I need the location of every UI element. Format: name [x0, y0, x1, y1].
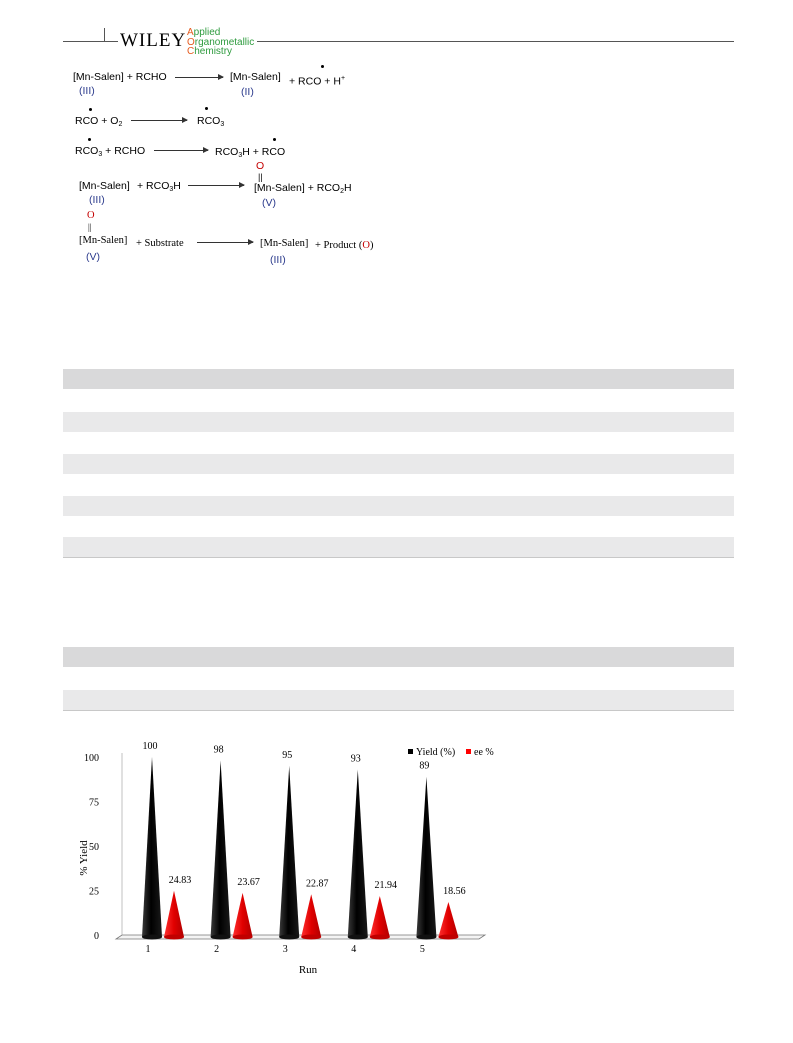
ee-cone-base [164, 934, 184, 940]
r4-oxo: O [256, 160, 265, 172]
r2-reactants: RCO + O2 [75, 115, 123, 128]
r2-arrow [131, 117, 188, 123]
y-axis-title: % Yield [78, 840, 90, 876]
r5-arrow [197, 239, 254, 245]
r2-radical-dot [89, 108, 92, 111]
r5-product-oxidation-state: (III) [270, 254, 286, 266]
ee-cone-base [232, 934, 253, 940]
yield-cone [142, 757, 162, 937]
ee-value-label: 23.67 [237, 877, 260, 888]
table-header-row [63, 647, 734, 667]
table-bottom-rule [63, 557, 734, 558]
r3-radical-dot [88, 138, 91, 141]
chart-legend: Yield (%) ee % [408, 747, 494, 758]
yield-value-label: 98 [214, 745, 224, 756]
ee-value-label: 21.94 [375, 880, 398, 891]
r2-product: RCO3 [197, 115, 225, 128]
x-axis-title: Run [299, 964, 318, 976]
legend-label: Yield (%) [416, 747, 455, 758]
r2-product-radical-dot [205, 107, 208, 110]
r4-oxidation-state: (III) [89, 194, 105, 206]
r5-oxo-bond: || [88, 222, 92, 232]
y-tick-label: 50 [89, 842, 99, 853]
y-tick-label: 100 [84, 753, 99, 764]
r5-substrate: + Substrate [136, 238, 184, 249]
journal-name: Applied Organometallic Chemistry [187, 28, 258, 57]
r3-arrow [154, 147, 209, 153]
r4-product-oxidation-state: (V) [262, 197, 276, 209]
r4-products: [Mn-Salen] + RCO2H [254, 182, 352, 195]
r3-product-radical-dot [273, 138, 276, 141]
r3-products: RCO3H + RCO [215, 146, 286, 159]
r1-arrow [175, 74, 224, 80]
x-tick-label: 5 [420, 944, 425, 955]
y-tick-label: 25 [89, 887, 99, 898]
ee-cone [301, 894, 322, 937]
ee-cone [369, 895, 390, 937]
r4-reagent: + RCO3H [137, 180, 181, 193]
legend-swatch [466, 749, 471, 754]
table-row [63, 537, 734, 557]
legend-label: ee % [474, 747, 494, 758]
r1-oxidation-state: (III) [79, 85, 95, 97]
yield-cone [279, 765, 300, 937]
r1-reactants: [Mn-Salen] + RCHO [73, 71, 167, 83]
chart-bars: 100 24.83 98 23.67 95 22.87 93 21.94 89 18.56 [142, 741, 466, 940]
table-header-row [63, 369, 734, 389]
yield-cone [347, 769, 368, 937]
header-tick [104, 28, 105, 42]
x-axis: 1 2 3 4 5 [146, 944, 425, 955]
yield-value-label: 100 [143, 741, 158, 752]
r5-complex: [Mn-Salen] [79, 235, 128, 246]
ee-cone-base [301, 934, 322, 940]
header-rule [63, 41, 734, 42]
table-row [63, 690, 734, 710]
r4-oxo-bond: || [258, 172, 263, 182]
ee-value-label: 22.87 [306, 878, 329, 889]
table-row [63, 412, 734, 432]
r1-products: + RCO + H+ [289, 75, 346, 88]
r1-radical-dot [321, 65, 324, 68]
ee-cone [232, 892, 253, 937]
r5-oxidation-state: (V) [86, 251, 100, 263]
ee-value-label: 18.56 [443, 886, 466, 897]
table-row [63, 454, 734, 474]
r5-oxo: O [87, 210, 95, 221]
x-tick-label: 1 [146, 944, 151, 955]
yield-value-label: 89 [419, 761, 429, 772]
yield-cone-base [347, 934, 368, 940]
y-axis: 0 25 50 75 100 [84, 753, 99, 942]
ee-cone [164, 890, 184, 937]
yield-cone [416, 776, 437, 937]
yield-cone-base [142, 934, 162, 940]
yield-cone-base [210, 934, 231, 940]
yield-value-label: 93 [351, 753, 361, 764]
ee-value-label: 24.83 [169, 875, 192, 886]
yield-cone [210, 760, 231, 937]
r1-product-complex: [Mn-Salen] [230, 71, 281, 83]
r4-arrow [188, 182, 245, 188]
ee-cone-base [369, 934, 390, 940]
x-tick-label: 4 [351, 944, 356, 955]
yield-cone-base [279, 934, 300, 940]
r5-product-complex: [Mn-Salen] [260, 238, 309, 249]
ee-cone-base [438, 934, 459, 940]
chart-floor [114, 753, 487, 940]
yield-value-label: 95 [282, 750, 292, 761]
y-tick-label: 0 [94, 931, 99, 942]
ee-cone [438, 901, 459, 937]
x-tick-label: 3 [283, 944, 288, 955]
y-tick-label: 75 [89, 798, 99, 809]
publisher-logo: WILEY [118, 30, 189, 51]
x-tick-label: 2 [214, 944, 219, 955]
yield-cone-base [416, 934, 437, 940]
r4-complex: [Mn-Salen] [79, 180, 130, 192]
r5-product: + Product (O) [315, 240, 374, 251]
legend-swatch [408, 749, 413, 754]
r3-reactants: RCO3 + RCHO [75, 145, 146, 158]
table-bottom-rule [63, 710, 734, 711]
r1-product-oxidation-state: (II) [241, 86, 254, 98]
table-row [63, 496, 734, 516]
